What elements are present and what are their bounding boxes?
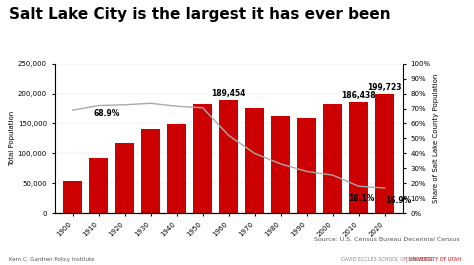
Text: UNIVERSITY OF UTAH: UNIVERSITY OF UTAH bbox=[409, 257, 461, 262]
Bar bbox=[89, 158, 109, 213]
Text: 186,438: 186,438 bbox=[341, 91, 376, 100]
Bar bbox=[141, 129, 161, 213]
Text: DAVID ECCLES SCHOOL OF BUSINESS: DAVID ECCLES SCHOOL OF BUSINESS bbox=[341, 257, 433, 262]
Bar bbox=[245, 108, 264, 213]
Bar bbox=[297, 118, 317, 213]
Text: 18.1%: 18.1% bbox=[348, 195, 374, 204]
Y-axis label: Total Population: Total Population bbox=[9, 111, 15, 166]
Bar bbox=[167, 123, 186, 213]
Y-axis label: Share of Salt Lake County Population: Share of Salt Lake County Population bbox=[433, 74, 439, 203]
Bar bbox=[115, 143, 135, 213]
Bar bbox=[271, 116, 291, 213]
Bar bbox=[375, 94, 394, 213]
Bar bbox=[63, 181, 82, 213]
Text: 16.9%: 16.9% bbox=[385, 196, 411, 205]
Text: 199,723: 199,723 bbox=[367, 83, 402, 92]
Bar bbox=[193, 104, 212, 213]
Text: 189,454: 189,454 bbox=[211, 89, 246, 98]
Text: Salt Lake City is the largest it has ever been: Salt Lake City is the largest it has eve… bbox=[9, 7, 391, 22]
Bar bbox=[219, 100, 238, 213]
Text: 68.9%: 68.9% bbox=[93, 109, 120, 118]
Text: Kem C. Gardner Policy Institute: Kem C. Gardner Policy Institute bbox=[9, 257, 95, 262]
Bar bbox=[349, 102, 368, 213]
Text: Source: U.S. Census Bureau Decennial Census: Source: U.S. Census Bureau Decennial Cen… bbox=[314, 237, 460, 242]
Bar bbox=[323, 104, 342, 213]
Text: |: | bbox=[405, 257, 407, 262]
